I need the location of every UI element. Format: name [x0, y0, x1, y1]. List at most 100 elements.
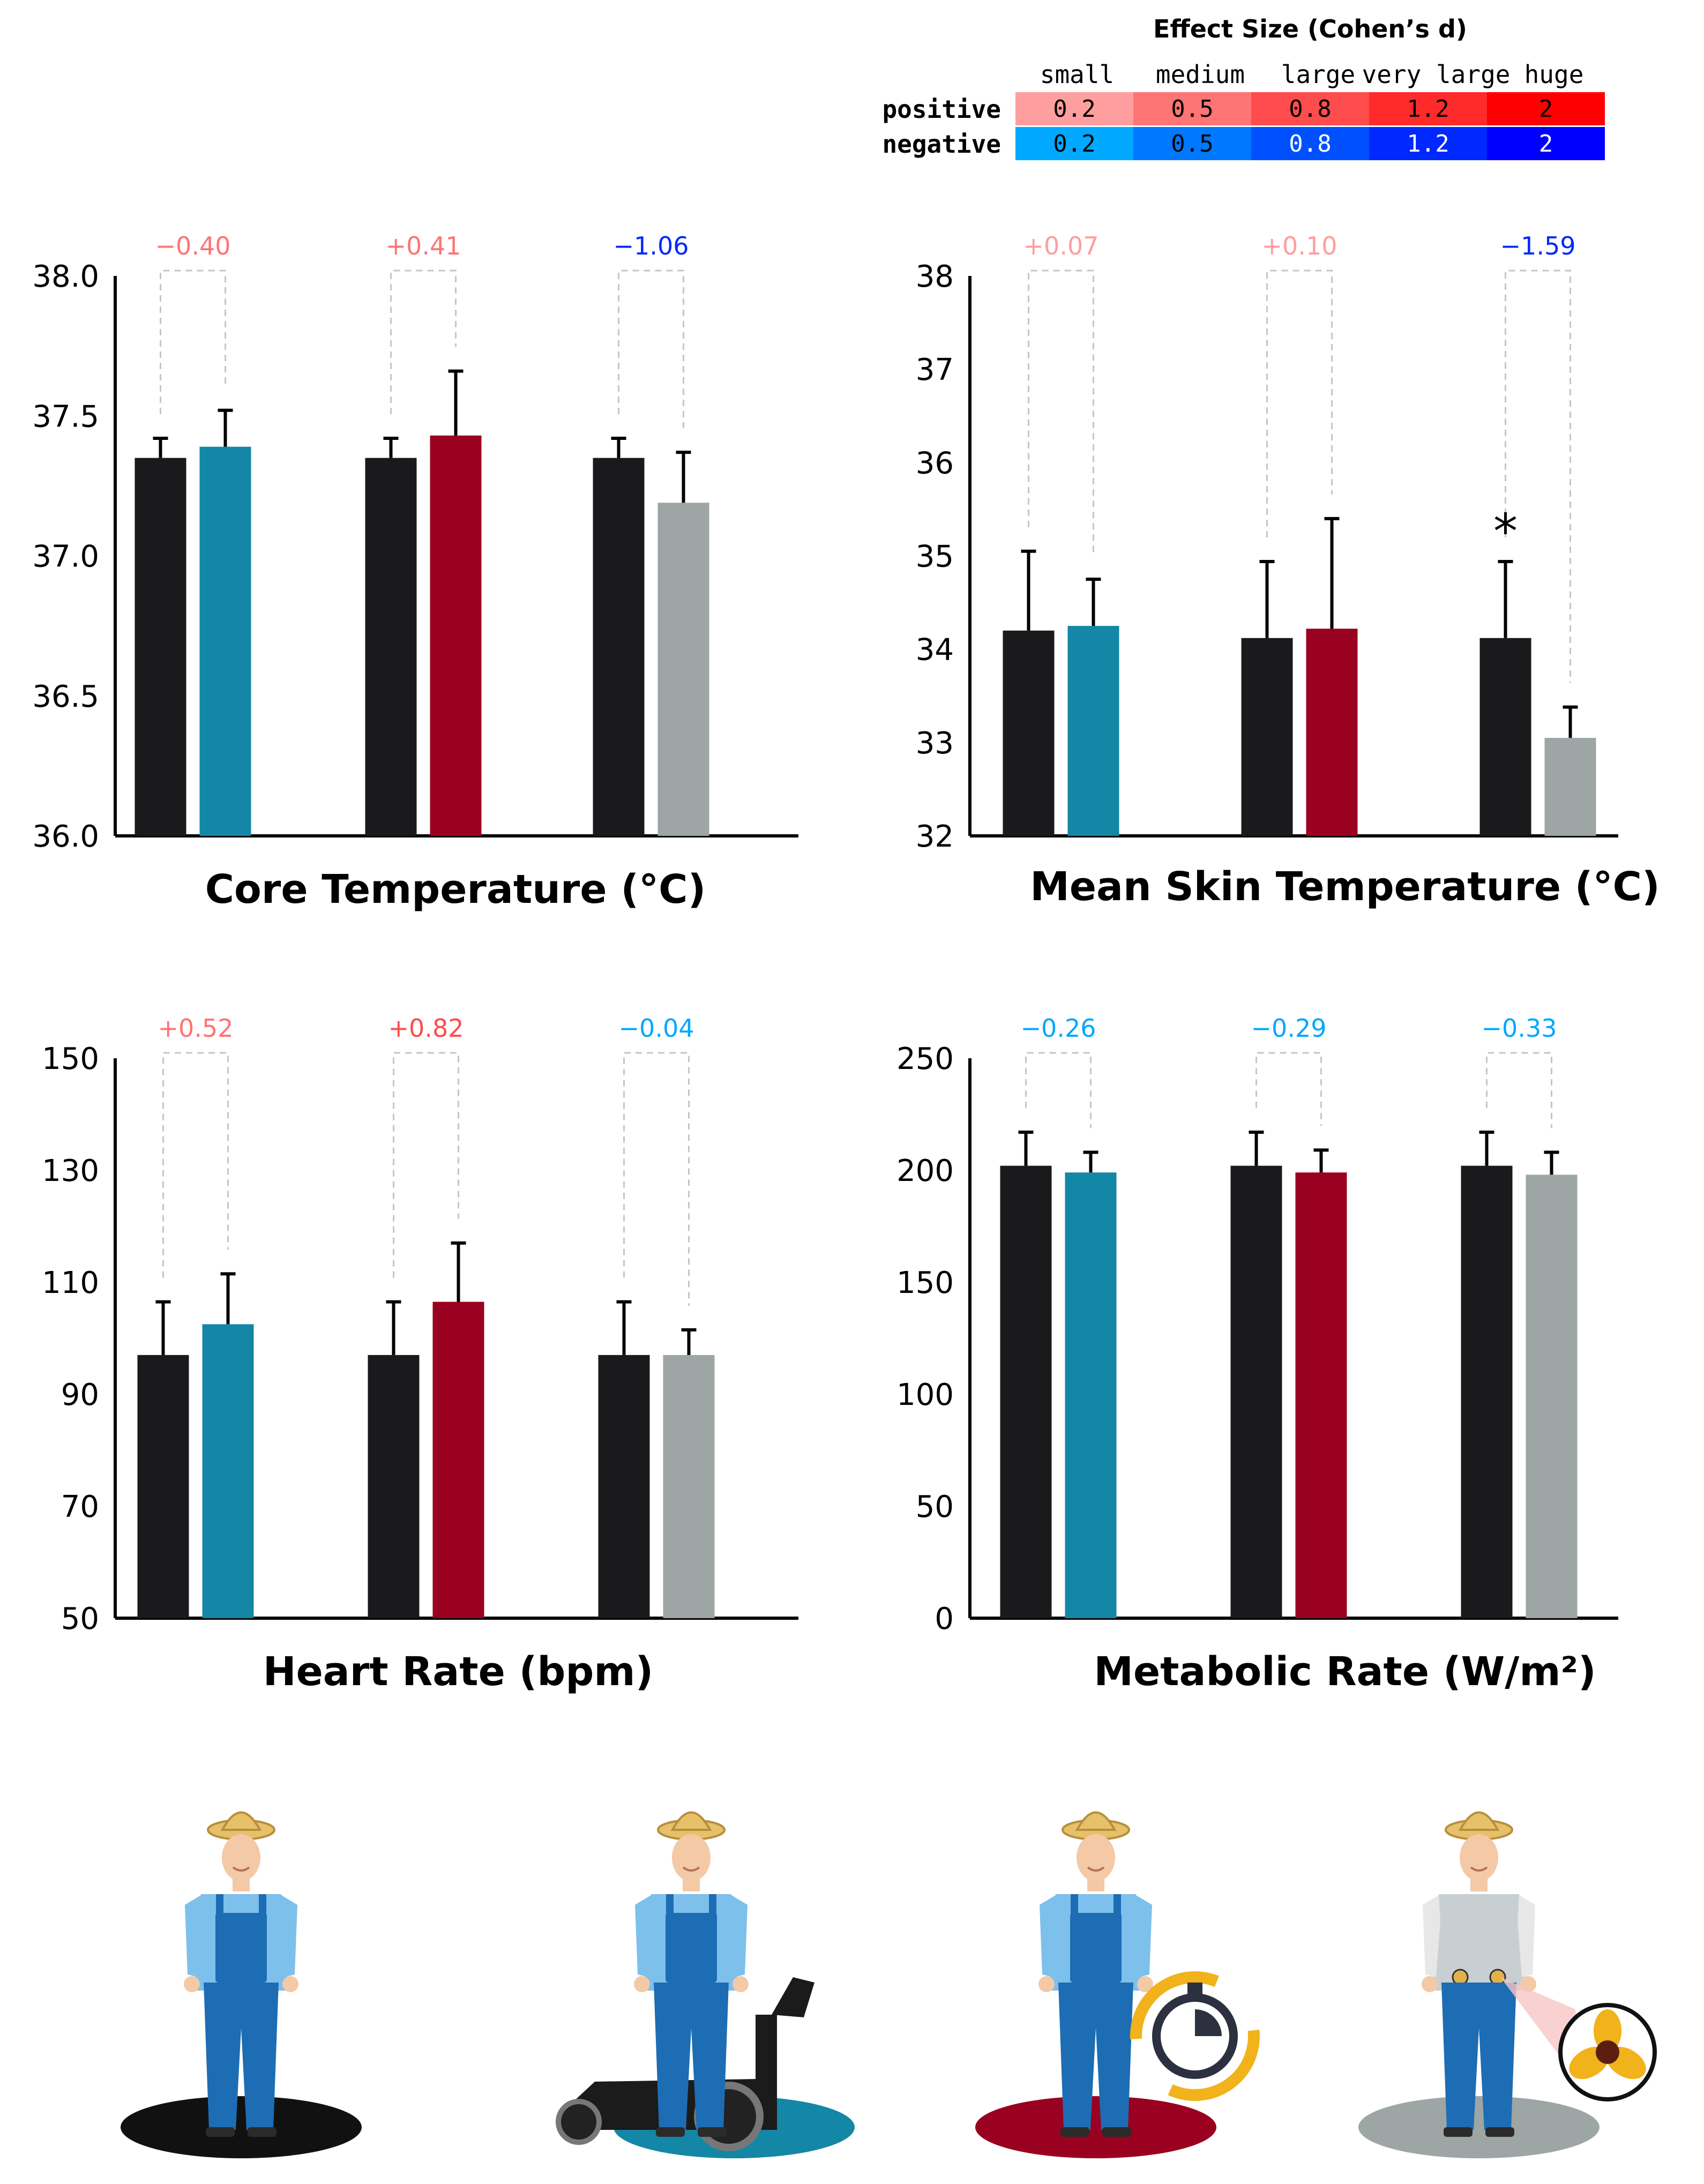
bar-control	[1230, 1165, 1282, 1618]
mouth	[1470, 1866, 1488, 1872]
y-tick-label: 200	[896, 1154, 954, 1188]
y-tick-label: 34	[916, 633, 954, 668]
mower-handle-post	[756, 2015, 777, 2108]
y-tick-label: 250	[896, 1042, 954, 1076]
legend-value-positive-3: 1.2	[1407, 95, 1449, 123]
xlabel-heart-rate: Heart Rate (bpm)	[263, 1649, 654, 1695]
legend-category-medium: medium	[1156, 60, 1245, 89]
legend-value-negative-1: 0.5	[1171, 130, 1213, 158]
farmer-machinery	[556, 1811, 855, 2158]
right-shoe	[248, 2127, 276, 2137]
comparison-bracket	[1266, 270, 1333, 537]
legend-cell-positive-3	[1369, 92, 1487, 125]
left-hand	[1422, 1976, 1438, 1992]
neck	[1470, 1878, 1488, 1891]
right-arm	[1518, 1895, 1535, 1977]
left-arm	[1040, 1895, 1057, 1977]
bar-condition	[1067, 626, 1119, 836]
head	[672, 1834, 711, 1881]
legend-cell-negative-3	[1369, 127, 1487, 160]
effect-size-label: +0.07	[1023, 231, 1099, 260]
vest-fan	[1452, 1969, 1469, 1986]
legend-value-negative-0: 0.2	[1053, 130, 1095, 158]
right-arm	[280, 1895, 297, 1977]
legend-category-large: large	[1281, 60, 1355, 89]
head	[1460, 1834, 1498, 1881]
legend-value-negative-2: 0.8	[1289, 130, 1331, 158]
left-shoe	[656, 2127, 685, 2137]
effect-size-label: +0.52	[158, 1014, 234, 1043]
right-hand	[733, 1976, 749, 1992]
bar-condition	[1295, 1172, 1347, 1618]
comparison-bracket	[393, 1052, 459, 1278]
stopwatch-hand	[1195, 2009, 1222, 2036]
bar-condition	[1526, 1175, 1578, 1618]
legend-cell-negative-0	[1015, 127, 1133, 160]
hat-crown	[1075, 1811, 1117, 1831]
bar-control	[134, 458, 186, 836]
right-arm	[1134, 1895, 1152, 1977]
y-tick-label: 36	[916, 446, 954, 481]
farmer-control	[121, 1811, 362, 2158]
significance-marker: *	[1493, 504, 1518, 560]
bar-control	[1241, 638, 1293, 836]
farmer-rest-breaks	[975, 1811, 1260, 2158]
refresh-arrows	[1130, 1971, 1260, 2101]
legend-value-negative-4: 2	[1539, 130, 1553, 158]
mower-handle	[772, 1977, 814, 2017]
neck	[233, 1878, 250, 1891]
head	[222, 1834, 260, 1881]
y-tick-label: 37.5	[32, 399, 99, 434]
effect-size-label: +0.82	[388, 1014, 464, 1043]
left-hand	[184, 1976, 200, 1992]
effect-size-label: −0.40	[155, 231, 231, 260]
overall-bib	[1070, 1913, 1122, 1983]
effect-size-label: −0.29	[1251, 1014, 1327, 1043]
legend-cell-positive-2	[1251, 92, 1369, 125]
legend-cell-negative-4	[1487, 127, 1605, 160]
vest-fan	[1489, 1969, 1506, 1986]
bar-condition	[1065, 1172, 1117, 1618]
panel-metabolic-rate: Metabolic Rate (W/m²) 0 50 100 150 200 250 −0.…	[896, 1014, 1618, 1695]
bar-condition	[1544, 738, 1596, 836]
hat-crown	[1458, 1811, 1500, 1831]
legend-cells: 0.2 0.5 0.8 1.2 2 0.2 0.5 0.8 1.2 2	[1015, 92, 1605, 160]
bar-condition	[1306, 629, 1358, 836]
right-shoe	[1102, 2127, 1131, 2137]
y-tick-label: 70	[61, 1490, 99, 1524]
legs	[204, 1983, 279, 2130]
y-tick-label: 90	[61, 1378, 99, 1412]
legend-value-positive-0: 0.2	[1053, 95, 1095, 123]
right-shoe	[1485, 2127, 1514, 2137]
bar-condition	[657, 503, 709, 836]
comparison-bracket	[623, 1052, 690, 1306]
right-hand	[1137, 1976, 1153, 1992]
panel-heart-rate: Heart Rate (bpm) 50 70 90 110 130 150 +0.52 +0.…	[42, 1014, 798, 1695]
y-tick-label: 36.5	[32, 679, 99, 714]
y-tick-label: 35	[916, 540, 954, 574]
effect-size-label: +0.41	[386, 231, 461, 260]
legend-value-positive-2: 0.8	[1289, 95, 1331, 123]
y-tick-label: 110	[42, 1266, 99, 1300]
y-tick-label: 50	[61, 1602, 99, 1636]
legend-category-very-large: very large	[1362, 60, 1511, 89]
legend-title: Effect Size (Cohen’s d)	[1153, 14, 1467, 43]
bar-control	[1000, 1165, 1052, 1618]
neck	[1087, 1878, 1104, 1891]
legend-cell-negative-2	[1251, 127, 1369, 160]
overall-bib	[215, 1913, 267, 1983]
overall-bib	[666, 1913, 717, 1983]
mouth	[232, 1866, 250, 1872]
left-shoe	[1060, 2127, 1089, 2137]
legend-value-negative-3: 1.2	[1407, 130, 1449, 158]
legend-cell-positive-1	[1133, 92, 1251, 125]
mouth	[682, 1866, 700, 1872]
legend-category-huge: huge	[1524, 60, 1584, 89]
comparison-bracket	[390, 270, 457, 415]
y-tick-label: 100	[896, 1378, 954, 1412]
stopwatch-button	[1187, 1983, 1202, 1994]
comparison-bracket	[162, 1052, 229, 1278]
bar-condition	[430, 435, 482, 836]
y-tick-label: 37	[916, 353, 954, 387]
y-tick-label: 38.0	[32, 259, 99, 294]
